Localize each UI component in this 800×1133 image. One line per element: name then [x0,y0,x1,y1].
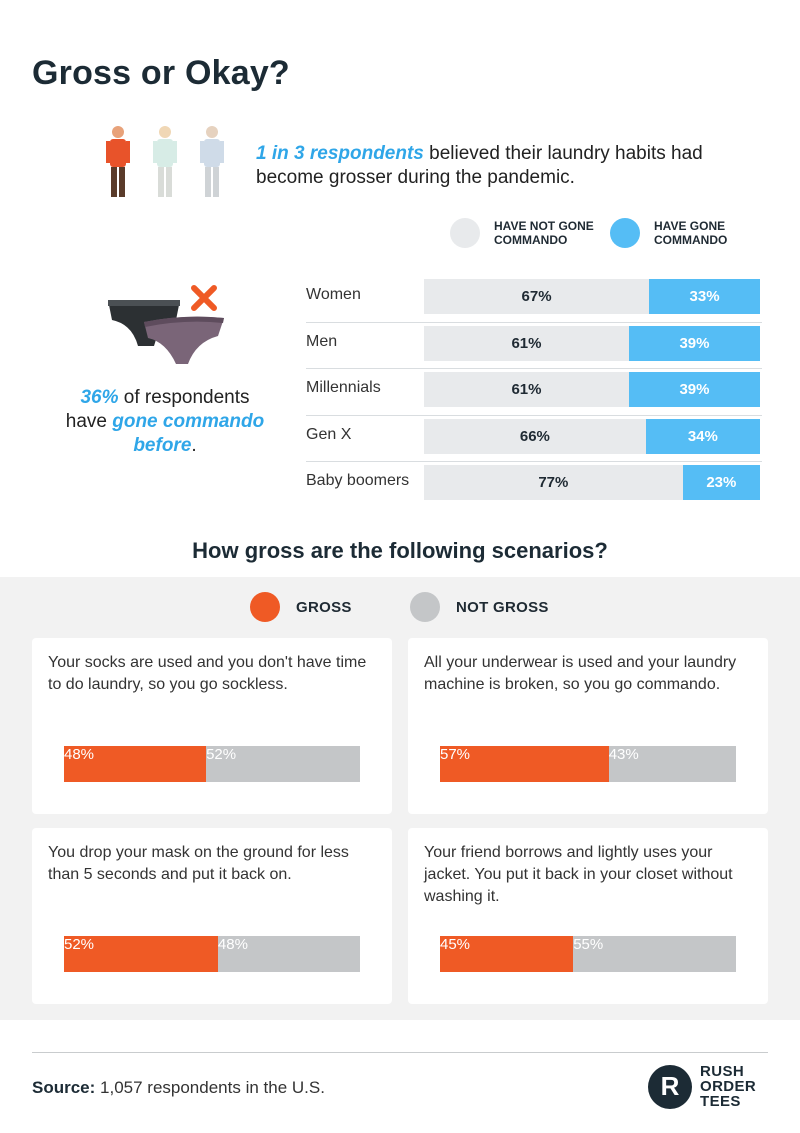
rush-order-tees-logo: R RUSH ORDER TEES [648,1064,756,1109]
footer-divider [32,1052,768,1053]
source-note: Source: 1,057 respondents in the U.S. [32,1078,325,1098]
scenario-card: All your underwear is used and your laun… [408,638,768,814]
logo-mark: R [648,1064,692,1109]
stacked-bar: 52% 48% [64,936,360,972]
legend-not-gross: NOT GROSS [410,592,549,622]
stacked-bar: 45% 55% [440,936,736,972]
intro-text: 1 in 3 respondents believed their laundr… [256,142,726,190]
category-label: Gen X [306,425,352,443]
legend-gross: GROSS [250,592,352,622]
bar-have-not-gone: 77% [424,465,683,500]
bar-have-not-gone: 61% [424,372,629,407]
underwear-icon [108,300,180,346]
scenario-text: Your friend borrows and lightly uses you… [424,844,733,905]
legend-have-not-gone: HAVE NOT GONE COMMANDO [450,218,604,248]
bar-not-gross: 43% [608,746,736,782]
chart-row: Baby boomers 77% 23% [306,462,762,509]
intro-rest: believed their laundry habits had become… [256,143,703,188]
bar-gross: 57% [440,746,609,782]
stacked-bar: 77% 23% [424,465,760,500]
bar-have-not-gone: 67% [424,279,650,314]
commando-bar-chart: Women 67% 33% Men 61% 39% Millennials 61% 39% Gen… [306,276,762,509]
people-illustration [106,126,224,197]
bar-not-gross: 52% [206,746,360,782]
source-label: Source: [32,1078,96,1097]
scenarios-title: How gross are the following scenarios? [192,538,608,563]
x-mark-icon [191,285,217,311]
bar-gross: 48% [64,746,207,782]
scenario-text: You drop your mask on the ground for les… [48,844,349,883]
legend-have-gone: HAVE GONE COMMANDO [610,218,764,248]
logo-word: TEES [700,1093,741,1110]
commando-pct: 36% [80,387,119,408]
logo-word: RUSH [700,1063,745,1080]
stacked-bar: 57% 43% [440,746,736,782]
scenario-card: Your friend borrows and lightly uses you… [408,828,768,1004]
commando-stat: 36% of respondents have gone commando be… [60,386,270,458]
bar-gross: 52% [64,936,218,972]
source-text: 1,057 respondents in the U.S. [95,1078,325,1097]
logo-words: RUSH ORDER TEES [700,1064,756,1109]
bar-have-gone: 34% [645,418,760,454]
legend-dot-have-not-gone [450,218,480,248]
bar-have-not-gone: 66% [424,418,646,454]
chart-row: Women 67% 33% [306,276,762,323]
bar-have-gone: 39% [628,372,760,407]
person-icon [153,126,177,197]
scenario-text: Your socks are used and you don't have t… [48,654,367,693]
commando-text: of respondents have [65,387,250,432]
legend-label-not-gross: NOT GROSS [456,598,549,616]
page-title: Gross or Okay? [32,54,290,92]
chart-row: Millennials 61% 39% [306,369,762,416]
underwear-icon [144,316,224,364]
category-label: Baby boomers [306,472,410,489]
person-icon [106,126,130,197]
legend-dot-gross [250,592,280,622]
stacked-bar: 61% 39% [424,325,760,361]
category-label: Men [306,332,338,350]
bar-gross: 45% [440,936,574,972]
bar-have-not-gone: 61% [424,325,629,361]
commando-end: . [191,435,197,456]
bar-have-gone: 39% [628,325,760,361]
legend-label-have-gone: HAVE GONE COMMANDO [654,219,728,247]
underwear-illustration [108,285,224,364]
bar-not-gross: 48% [217,936,360,972]
logo-word: ORDER [700,1078,757,1095]
category-label: Women [306,286,361,303]
scenario-card: You drop your mask on the ground for les… [32,828,392,1004]
stacked-bar: 66% 34% [424,418,760,454]
scenario-card: Your socks are used and you don't have t… [32,638,392,814]
category-label: Millennials [306,379,381,396]
stacked-bar: 67% 33% [424,279,760,314]
legend-label-gross: GROSS [296,598,352,616]
person-icon [200,126,224,197]
stacked-bar: 48% 52% [64,746,360,782]
intro-highlight: 1 in 3 respondents [256,143,424,164]
bar-have-gone: 23% [682,465,760,500]
bar-have-gone: 33% [649,279,760,314]
legend-dot-not-gross [410,592,440,622]
chart-row: Gen X 66% 34% [306,416,762,462]
commando-highlight: gone commando before [112,411,265,456]
stacked-bar: 61% 39% [424,372,760,407]
bar-not-gross: 55% [573,936,736,972]
legend-dot-have-gone [610,218,640,248]
chart-row: Men 61% 39% [306,323,762,369]
legend-label-have-not-gone: HAVE NOT GONE COMMANDO [494,219,594,247]
scenario-text: All your underwear is used and your laun… [424,654,737,693]
